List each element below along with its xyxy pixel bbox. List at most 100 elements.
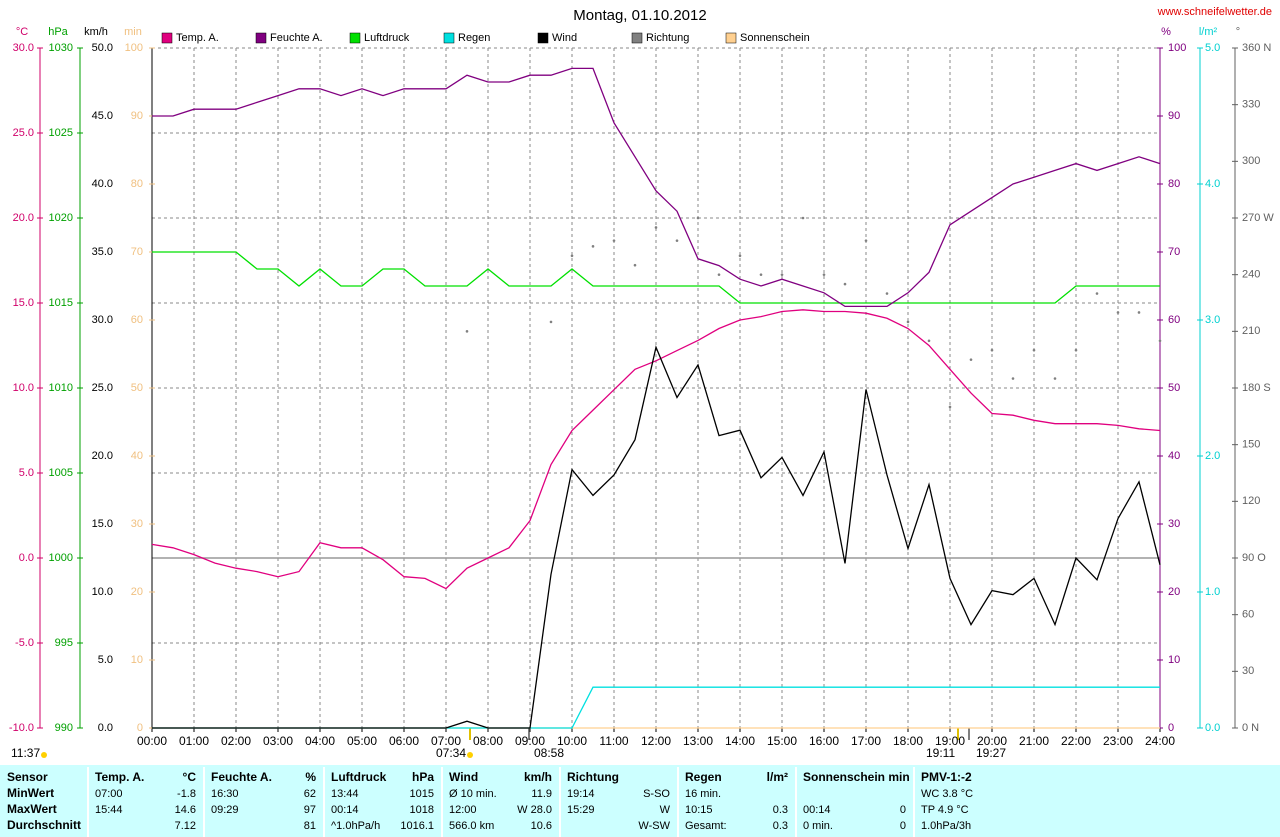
y-tick-label: 0 — [137, 722, 143, 734]
table-cell: 81 — [304, 820, 316, 832]
direction-dot — [675, 239, 679, 242]
table-cell: 10:15 — [685, 804, 713, 816]
table-row-label: MinWert — [7, 786, 54, 800]
y-tick-label: 330 — [1242, 99, 1260, 111]
y-tick-label: 150 — [1242, 439, 1260, 451]
table-cell: 566.0 km — [449, 820, 494, 832]
y-tick-label: 40 — [1168, 450, 1180, 462]
direction-dot — [549, 320, 553, 324]
series-line — [151, 309, 1161, 590]
table-cell: 0 — [900, 804, 906, 816]
table-cell: WC 3.8 °C — [921, 788, 973, 800]
x-tick-label: 12:00 — [641, 734, 671, 748]
direction-dot — [738, 254, 742, 258]
series-line — [152, 67, 1161, 308]
y-tick-label: 1020 — [49, 212, 73, 224]
y-tick-label: 30 — [1168, 518, 1180, 530]
table-cell: 15:29 — [567, 804, 595, 816]
direction-dot — [1053, 377, 1057, 380]
direction-dot — [864, 239, 868, 242]
y-tick-label: 30.0 — [13, 42, 34, 54]
axis-unit: °C — [16, 26, 28, 38]
direction-dot — [570, 254, 574, 258]
table-cell: 1.0hPa/3h — [921, 820, 971, 832]
table-cell: 09:29 — [211, 804, 239, 816]
y-tick-label: 0.0 — [19, 552, 34, 564]
table-cell: 1018 — [410, 804, 434, 816]
legend-swatch — [443, 32, 455, 44]
y-tick-label: 60 — [1242, 609, 1254, 621]
x-tick-label: 03:00 — [263, 734, 293, 748]
direction-dot — [717, 273, 721, 276]
direction-dot — [948, 405, 952, 409]
table-cell: 0 — [900, 820, 906, 832]
table-cell: ^1.0hPa/h — [331, 820, 380, 832]
y-tick-label: 1005 — [49, 467, 73, 479]
x-tick-label: 08:00 — [473, 734, 503, 748]
y-tick-label: 90 O — [1242, 552, 1266, 564]
table-cell: 19:14 — [567, 788, 595, 800]
y-tick-label: 4.0 — [1205, 178, 1220, 190]
axis-unit: ° — [1236, 26, 1240, 38]
legend-label: Temp. A. — [176, 32, 219, 44]
table-header: Luftdruck — [331, 770, 387, 784]
legend-swatch — [349, 32, 361, 44]
table-header: Sensor — [7, 770, 48, 784]
legend-label: Richtung — [646, 32, 689, 44]
table-unit: °C — [183, 770, 197, 784]
table-cell: 14.6 — [175, 804, 196, 816]
table-cell: Gesamt: — [685, 820, 727, 832]
direction-dot — [759, 273, 763, 276]
sun-icon — [41, 752, 47, 758]
table-header: Sonnenschein min — [803, 770, 910, 784]
axis-unit: hPa — [48, 26, 68, 38]
x-tick-label: 15:00 — [767, 734, 797, 748]
table-cell: 62 — [304, 788, 316, 800]
x-tick-label: 11:00 — [599, 734, 628, 748]
table-header: Wind — [449, 770, 478, 784]
table-cell: 0.3 — [773, 804, 788, 816]
axis-unit: min — [124, 26, 142, 38]
y-tick-label: 1030 — [49, 42, 73, 54]
y-tick-label: 30 — [131, 518, 143, 530]
y-tick-label: 60 — [131, 314, 143, 326]
direction-dot — [822, 273, 826, 276]
axis-unit: % — [1161, 26, 1171, 38]
y-tick-label: 10.0 — [92, 586, 113, 598]
y-tick-label: 70 — [1168, 246, 1180, 258]
y-tick-label: 70 — [131, 246, 143, 258]
table-cell: 00:14 — [803, 804, 831, 816]
x-tick-label: 22:00 — [1061, 734, 1091, 748]
direction-dot — [885, 292, 889, 295]
x-tick-label: 02:00 — [221, 734, 251, 748]
y-tick-label: 20 — [131, 586, 143, 598]
legend-label: Regen — [458, 32, 490, 44]
direction-dot — [927, 339, 931, 343]
y-tick-label: 360 N — [1242, 42, 1271, 54]
annotation: 19:11 — [926, 746, 955, 760]
y-tick-label: 2.0 — [1205, 450, 1220, 462]
direction-dot — [612, 239, 616, 242]
y-tick-label: -10.0 — [9, 722, 34, 734]
y-tick-label: 10 — [131, 654, 143, 666]
direction-dot — [465, 330, 469, 333]
y-tick-label: 100 — [1168, 42, 1186, 54]
direction-dot — [780, 273, 784, 276]
direction-dot — [1116, 311, 1120, 314]
legend-label: Wind — [552, 32, 577, 44]
table-unit: hPa — [412, 770, 434, 784]
table-header: Feuchte A. — [211, 770, 272, 784]
y-tick-label: 210 — [1242, 325, 1260, 337]
direction-dot — [906, 320, 910, 324]
y-tick-label: 20 — [1168, 586, 1180, 598]
site-label: www.schneifelwetter.de — [1157, 6, 1272, 18]
series-line — [152, 345, 1161, 729]
axis-unit: l/m² — [1199, 26, 1218, 38]
y-tick-label: 40.0 — [92, 178, 113, 190]
x-tick-label: 18:00 — [893, 734, 923, 748]
table-cell: 07:00 — [95, 788, 123, 800]
y-tick-label: 20.0 — [92, 450, 113, 462]
table-cell: 13:44 — [331, 788, 359, 800]
y-tick-label: 60 — [1168, 314, 1180, 326]
